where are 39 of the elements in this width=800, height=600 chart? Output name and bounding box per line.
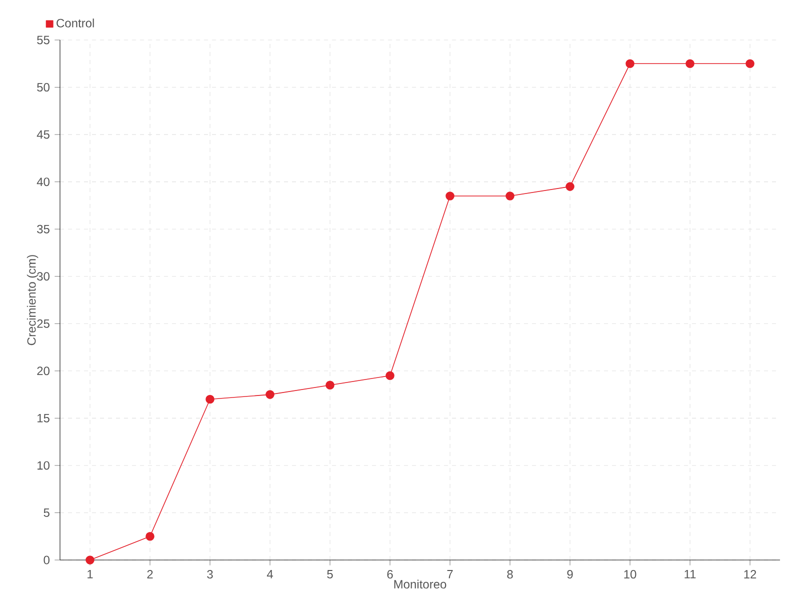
point: [206, 394, 214, 404]
x-tick-label: 5: [327, 570, 333, 578]
y-tick-label: 45: [36, 130, 50, 139]
y-tick-label: 5: [44, 508, 50, 517]
legend-label: Control: [56, 18, 94, 28]
point: [446, 192, 454, 200]
x-tick-label: 10: [624, 570, 636, 579]
point: [146, 532, 154, 541]
x-tick-label: 7: [447, 570, 453, 578]
point: [86, 556, 94, 564]
point: [506, 192, 514, 200]
y-tick-label: 55: [37, 36, 50, 44]
point: [266, 390, 274, 399]
x-tick-label: 4: [266, 570, 273, 578]
y-tick-label: 20: [37, 366, 50, 376]
x-tick-label: 1: [88, 570, 93, 578]
point: [686, 59, 694, 68]
y-tick-label: 40: [36, 178, 50, 186]
point: [746, 59, 754, 68]
x-tick-label: 9: [567, 570, 573, 579]
x-tick-label: 11: [684, 570, 696, 578]
y-tick-label: 35: [37, 224, 50, 234]
x-axis-title: Monitoreo: [394, 580, 446, 589]
point: [626, 59, 634, 68]
x-tick-label: 2: [147, 570, 153, 578]
x-tick-label: 12: [744, 570, 756, 578]
x-tick-label: 8: [507, 570, 513, 579]
y-tick-label: 15: [38, 414, 50, 422]
point: [566, 182, 574, 191]
y-tick-label: 30: [37, 272, 50, 281]
y-tick-label: 0: [44, 556, 50, 564]
x-tick-label: 3: [207, 570, 213, 579]
y-tick-label: 10: [38, 461, 50, 470]
point: [326, 380, 334, 390]
x-tick-label: 6: [387, 570, 393, 579]
y-tick-label: 50: [37, 83, 50, 92]
y-tick-label: 25: [37, 319, 50, 328]
y-axis-title: Crecimiento (cm): [26, 255, 38, 346]
point: [386, 371, 394, 380]
